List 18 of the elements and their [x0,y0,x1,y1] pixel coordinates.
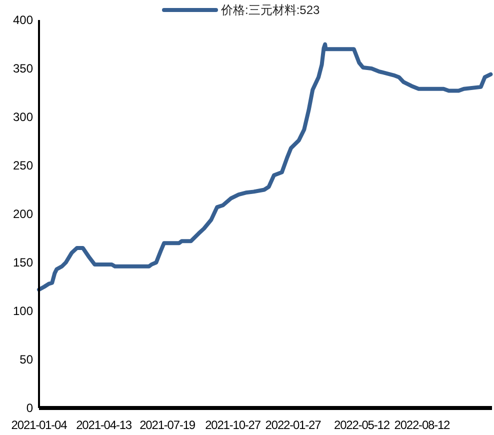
x-tick-label: 2021-10-27 [205,418,262,432]
x-tick-label: 2021-01-04 [11,418,68,432]
y-tick-label: 0 [26,401,34,416]
line-series [37,42,493,292]
x-tick-label: 2022-01-27 [265,418,322,432]
y-tick-label: 300 [12,110,34,124]
y-tick-label: 250 [12,158,34,173]
x-tick-label: 2022-05-12 [334,418,390,432]
x-tick-label: 2021-04-13 [76,418,132,432]
x-tick-label: 2021-07-19 [140,418,196,432]
legend-label: 价格:三元材料:523 [220,3,320,18]
y-tick-label: 350 [12,62,34,76]
y-tick-label: 200 [12,207,34,222]
y-tick-label: 50 [20,352,34,367]
y-tick-label: 150 [12,256,34,270]
y-tick-label: 100 [12,304,34,318]
x-tick-label: 2022-08-12 [394,418,451,432]
y-tick-label: 400 [12,13,34,28]
